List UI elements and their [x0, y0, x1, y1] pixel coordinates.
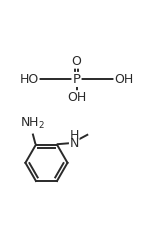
Text: OH: OH — [114, 73, 133, 86]
Text: O: O — [72, 55, 81, 68]
Text: N: N — [70, 137, 79, 150]
Text: NH$_2$: NH$_2$ — [20, 116, 45, 131]
Text: P: P — [73, 73, 80, 86]
Text: H: H — [70, 129, 79, 142]
Text: HO: HO — [20, 73, 39, 86]
Text: OH: OH — [67, 91, 86, 104]
